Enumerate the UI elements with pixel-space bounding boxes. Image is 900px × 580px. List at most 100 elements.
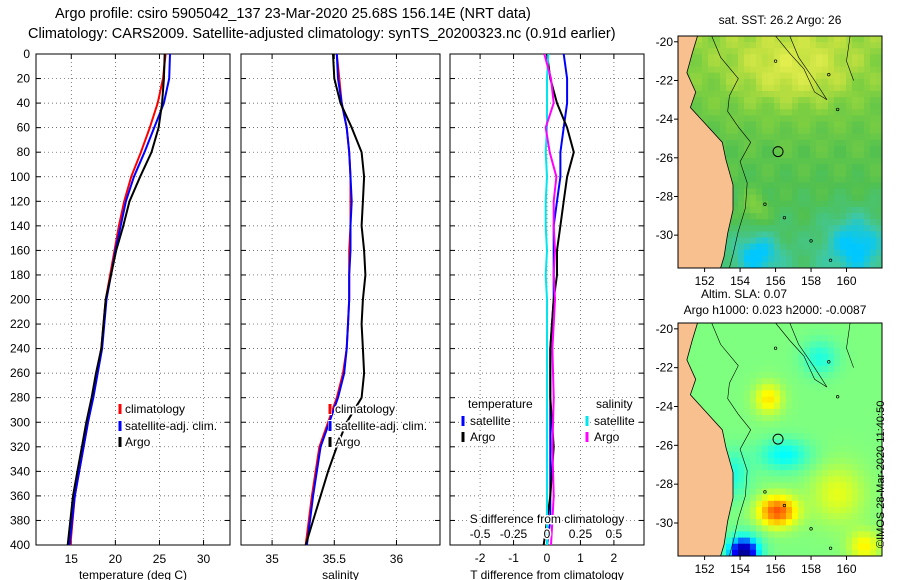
map-cell: [852, 121, 859, 129]
map-cell: [858, 139, 865, 147]
map-cell: [870, 103, 877, 110]
map-cell: [738, 139, 745, 147]
map-cell: [822, 433, 829, 441]
map-cell: [864, 103, 871, 110]
map-cell: [726, 237, 733, 245]
map-cell: [738, 133, 745, 141]
map-cell: [732, 421, 739, 428]
map-cell: [846, 145, 853, 153]
map-cell: [864, 537, 871, 545]
map-cell: [828, 537, 835, 545]
map-cell: [768, 525, 775, 533]
y-tick-label: 140: [10, 219, 30, 233]
map-cell: [828, 464, 835, 471]
map-cell: [792, 390, 799, 398]
map-cell: [822, 145, 829, 153]
map-cell: [798, 219, 805, 226]
map-cell: [774, 476, 781, 484]
map-cell: [804, 121, 811, 129]
map-cell: [870, 482, 877, 490]
map-cell: [750, 176, 757, 184]
map-cell: [690, 72, 697, 80]
map-cell: [852, 103, 859, 110]
map-cell: [780, 378, 787, 385]
map-cell: [816, 48, 823, 55]
map-cell: [834, 347, 841, 355]
map-cell: [726, 158, 733, 165]
map-cell: [834, 176, 841, 184]
map-cell: [834, 525, 841, 533]
map-cell: [744, 127, 751, 135]
map-cell: [876, 78, 882, 86]
map-cell: [750, 225, 757, 232]
bathymetry-contour: [846, 323, 854, 368]
bathymetry-contour: [711, 36, 752, 268]
map-cell: [846, 127, 853, 135]
map-cell: [720, 408, 727, 416]
map-cell: [750, 513, 757, 520]
map-cell: [732, 329, 739, 336]
map-cell: [798, 54, 805, 62]
map-cell: [702, 323, 709, 330]
map-cell: [756, 84, 763, 92]
map-cell: [804, 170, 811, 178]
map-cell: [792, 439, 799, 447]
map-cell: [792, 170, 799, 178]
map-cell: [696, 347, 703, 355]
map-cell: [846, 36, 853, 43]
map-cell: [846, 457, 853, 465]
map-cell: [726, 164, 733, 171]
map-cell: [876, 164, 882, 171]
map-cell: [696, 54, 703, 62]
map-cell: [756, 90, 763, 98]
map-cell: [798, 48, 805, 55]
map-cell: [870, 451, 877, 459]
map-cell: [840, 60, 847, 68]
map-cell: [834, 549, 841, 556]
map-cell: [864, 194, 871, 202]
map-cell: [840, 445, 847, 453]
map-cell: [744, 152, 751, 159]
map-cell: [804, 48, 811, 55]
map-cell: [786, 513, 793, 520]
map-cell: [762, 402, 769, 410]
map-cell: [792, 464, 799, 471]
map-cell: [786, 421, 793, 428]
map-cell: [810, 519, 817, 526]
map-cell: [732, 48, 739, 55]
map-cell: [864, 476, 871, 484]
x2-tick-label: -0.25: [500, 527, 528, 541]
map-cell: [846, 402, 853, 410]
map-cell: [840, 482, 847, 490]
panel-frame: [240, 53, 441, 546]
map-cell: [846, 109, 853, 116]
map-cell: [792, 194, 799, 202]
map-cell: [792, 513, 799, 520]
map-cell: [846, 72, 853, 80]
map-cell: [726, 90, 733, 98]
map-cell: [804, 482, 811, 490]
map-cell: [774, 243, 781, 251]
map-cell: [876, 219, 882, 226]
map-cell: [810, 390, 817, 398]
map-cell: [768, 176, 775, 184]
map-cell: [864, 335, 871, 342]
map-cell: [786, 506, 793, 514]
map-cell: [732, 261, 739, 268]
map-cell: [768, 372, 775, 379]
map-cell: [828, 359, 835, 367]
x-axis-label: salinity: [322, 568, 359, 580]
map-cell: [810, 421, 817, 428]
map-cell: [858, 84, 865, 92]
map-cell: [870, 182, 877, 190]
map-cell: [822, 525, 829, 533]
map-cell: [702, 390, 709, 398]
map-cell: [738, 531, 745, 539]
map-cell: [852, 194, 859, 202]
map-cell: [786, 359, 793, 367]
map-cell: [720, 414, 727, 422]
map-cell: [834, 115, 841, 123]
map-cell: [750, 506, 757, 514]
map-cell: [876, 329, 882, 336]
map-cell: [822, 445, 829, 453]
